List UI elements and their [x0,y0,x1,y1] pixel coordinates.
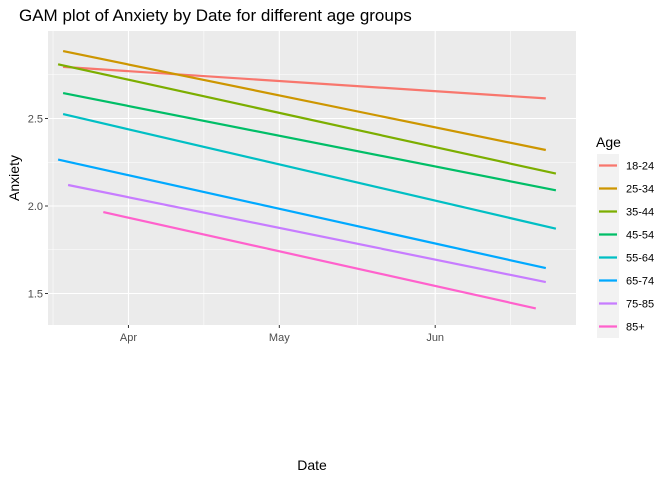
legend: Age 18-24 25-34 35-44 45-54 55-64 65-74 75-85 8… [596,134,654,338]
legend-label-85+: 85+ [626,322,645,334]
x-axis-title: Date [297,457,327,473]
legend-label-18-24: 18-24 [626,161,654,173]
series-line-18-24 [63,65,546,100]
series-line-45-54 [62,92,557,192]
y-axis: 1.5 2.0 2.5 [28,114,48,301]
y-tick-label: 1.5 [28,289,43,301]
chart-title: GAM plot of Anxiety by Date for differen… [19,6,412,25]
series-line-75-85 [67,183,547,284]
legend-label-45-54: 45-54 [626,230,654,242]
series-line-35-44 [57,63,557,175]
legend-label-65-74: 65-74 [626,276,654,288]
x-tick-label: Apr [120,332,137,344]
y-tick-label: 2.5 [28,114,43,126]
series-line-55-64 [62,113,557,230]
series-line-65-74 [57,158,547,270]
legend-label-35-44: 35-44 [626,207,654,219]
legend-label-55-64: 55-64 [626,253,654,265]
legend-items: 18-24 25-34 35-44 45-54 55-64 65-74 75-85 85+ [597,154,654,338]
legend-label-75-85: 75-85 [626,299,654,311]
legend-label-25-34: 25-34 [626,184,654,196]
x-axis: Apr May Jun [120,325,444,344]
legend-title: Age [596,134,621,150]
x-tick-label: Jun [426,332,444,344]
x-tick-label: May [269,332,290,344]
y-tick-label: 2.0 [28,201,43,213]
y-axis-title: Anxiety [6,155,22,201]
series-lines [57,50,557,310]
series-line-25-34 [62,50,547,152]
series-line-85+ [103,211,537,310]
